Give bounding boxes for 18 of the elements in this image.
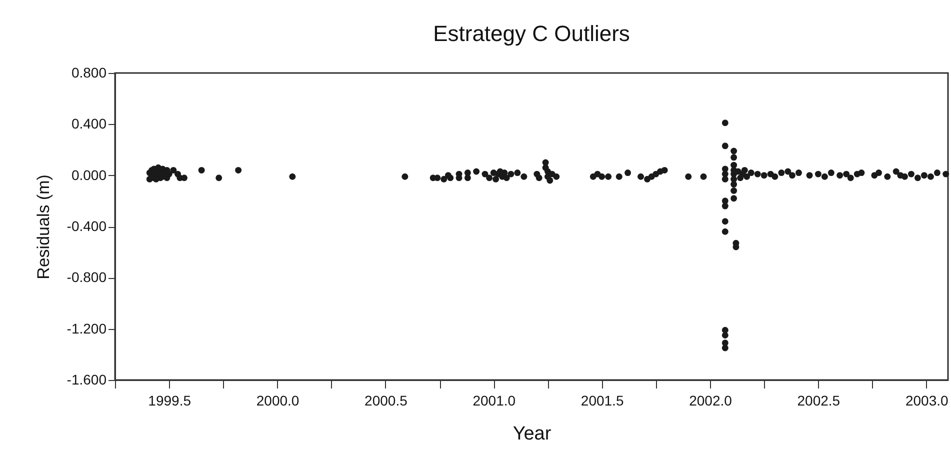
- y-tick-label: -0.800: [66, 269, 107, 286]
- chart-title: Estrategy C Outliers: [433, 21, 630, 46]
- x-tick-label: 2000.0: [256, 392, 300, 408]
- y-tick-label: -1.600: [66, 372, 107, 388]
- x-tick-label: 2002.5: [797, 392, 840, 408]
- y-axis-title: Residuals (m): [34, 174, 53, 280]
- x-tick-label: 2002.0: [689, 392, 732, 408]
- y-tick-label: -1.200: [66, 320, 107, 336]
- x-tick-label: 2001.0: [472, 392, 516, 408]
- x-tick-label: 1999.5: [148, 392, 192, 408]
- y-tick-label: -0.400: [66, 218, 107, 234]
- y-tick-label: 0.400: [71, 116, 107, 132]
- x-tick-label: 2003.0: [905, 392, 948, 408]
- x-tick-label: 2001.5: [580, 392, 624, 408]
- y-tick-label: 0.000: [71, 166, 107, 183]
- x-tick-label: 2000.5: [364, 392, 408, 408]
- x-axis-title: Year: [512, 424, 552, 444]
- y-tick-label: 0.800: [71, 64, 107, 80]
